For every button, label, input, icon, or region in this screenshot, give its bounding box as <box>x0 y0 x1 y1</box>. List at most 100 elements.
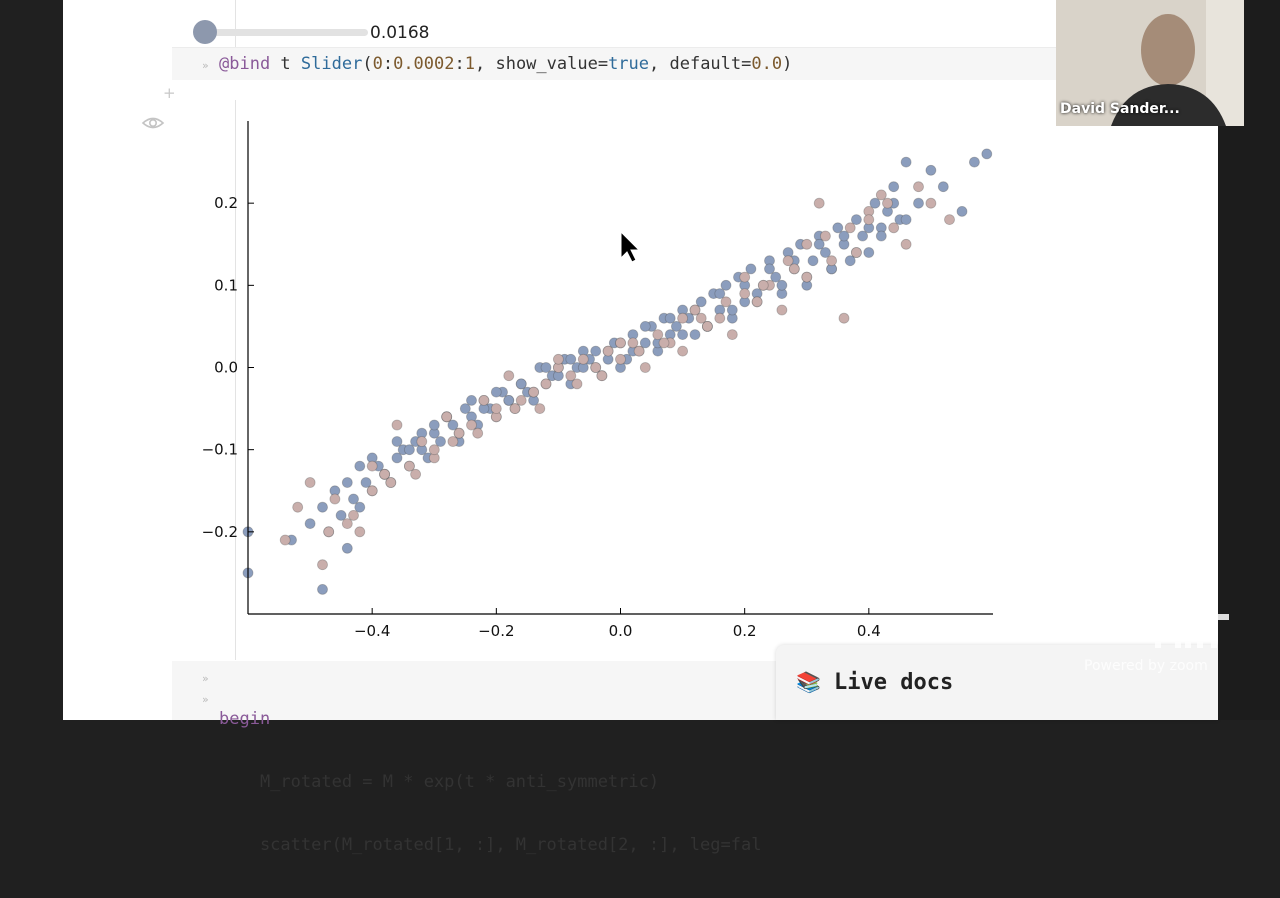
scatter-point <box>807 255 819 267</box>
scatter-point <box>615 353 626 365</box>
scatter-point <box>838 312 850 324</box>
scatter-point <box>726 304 738 316</box>
scatter-point <box>664 312 676 324</box>
code-token: t <box>270 54 301 74</box>
scatter-point <box>820 230 831 242</box>
scatter-point <box>534 403 546 415</box>
slider-track[interactable] <box>200 29 368 36</box>
code-token: true <box>608 54 650 74</box>
scatter-point <box>913 197 924 209</box>
fold-marker-icon[interactable]: » <box>202 59 209 72</box>
scatter-point <box>354 526 366 538</box>
code-line[interactable]: @bind t Slider(0:0.0002:1, show_value=tr… <box>219 54 792 74</box>
scatter-point <box>590 362 602 373</box>
mit-logo-icon <box>1155 614 1229 648</box>
code-line[interactable]: scatter(M_rotated[1, :], M_rotated[2, :]… <box>219 835 762 855</box>
scatter-point <box>739 271 751 283</box>
scatter-point <box>515 394 527 406</box>
fold-marker-icon[interactable]: » <box>202 693 209 706</box>
scatter-point <box>695 296 707 308</box>
scatter-point <box>956 205 968 217</box>
scatter-point <box>813 197 825 209</box>
scatter-point <box>844 255 856 267</box>
scatter-point <box>937 181 949 193</box>
scatter-point <box>627 337 639 349</box>
slider-thumb[interactable] <box>192 20 217 44</box>
scatter-point <box>981 148 993 160</box>
scatter-point <box>553 353 564 365</box>
slider-value: 0.0168 <box>370 23 430 43</box>
scatter-point <box>677 345 688 357</box>
notebook-page <box>63 0 1218 720</box>
scatter-point <box>317 559 328 571</box>
code-token: : <box>382 54 394 74</box>
code-token: : <box>454 54 465 74</box>
live-docs-panel[interactable]: 📚 Live docs <box>776 645 1218 720</box>
scatter-point <box>453 427 465 439</box>
scatter-point <box>428 444 440 456</box>
scatter-point <box>875 230 887 242</box>
code-token: @bind <box>219 54 271 74</box>
x-tick-label: −0.2 <box>478 622 514 640</box>
code-token: Slider <box>300 54 363 74</box>
scatter-point <box>639 337 651 349</box>
code-cell-slider[interactable]: » @bind t Slider(0:0.0002:1, show_value=… <box>172 47 1218 80</box>
add-cell-icon[interactable]: + <box>163 84 176 102</box>
scatter-point <box>801 238 813 250</box>
scatter-point <box>639 320 651 332</box>
scatter-point <box>639 362 651 373</box>
live-docs-label: Live docs <box>834 670 954 695</box>
scatter-point <box>472 427 484 439</box>
y-tick-label: −0.2 <box>202 523 238 541</box>
x-tick-label: 0.4 <box>857 622 881 640</box>
scatter-point <box>385 477 397 488</box>
fold-marker-icon[interactable]: » <box>202 672 209 685</box>
scatter-point <box>844 222 856 234</box>
scatter-point <box>900 156 912 168</box>
scatter-point <box>851 214 862 226</box>
scatter-point <box>354 501 366 513</box>
scatter-point <box>925 197 937 209</box>
book-icon: 📚 <box>796 670 821 694</box>
eye-icon[interactable] <box>141 113 165 133</box>
scatter-point <box>335 510 347 521</box>
scatter-point <box>540 378 552 390</box>
y-tick-label: −0.1 <box>202 441 238 459</box>
scatter-point <box>925 164 937 176</box>
scatter-point <box>913 181 924 193</box>
scatter-point <box>416 436 428 447</box>
scatter-point <box>888 181 900 193</box>
scatter-point <box>764 263 775 275</box>
scatter-point <box>478 394 490 406</box>
scatter-point <box>466 394 477 406</box>
scatter-point <box>857 230 868 242</box>
scatter-point <box>863 247 875 258</box>
scatter-point <box>689 329 701 341</box>
scatter-point <box>565 370 577 382</box>
scatter-point <box>366 485 378 497</box>
scatter-point <box>633 345 645 357</box>
scatter-point <box>602 345 614 357</box>
participant-video: David Sander... <box>1056 0 1244 126</box>
scatter-point <box>671 320 682 332</box>
scatter-point <box>304 518 316 529</box>
scatter-point <box>751 296 763 308</box>
code-line[interactable]: M_rotated = M * exp(t * anti_symmetric) <box>219 772 660 792</box>
scatter-point <box>391 419 403 431</box>
zoom-watermark: Powered by zoom <box>1084 658 1208 674</box>
scatter-point <box>695 312 707 324</box>
scatter-point <box>882 197 893 209</box>
scatter-point <box>726 329 738 341</box>
scatter-point <box>447 436 459 447</box>
scatter-point <box>590 345 602 357</box>
scatter-point <box>459 403 471 415</box>
scatter-point <box>832 222 844 234</box>
scatter-point <box>292 501 304 513</box>
scatter-point <box>813 238 825 250</box>
scatter-point <box>757 279 769 291</box>
scatter-point <box>900 214 912 226</box>
scatter-point <box>776 304 788 316</box>
scatter-point <box>944 214 955 226</box>
scatter-point <box>770 271 782 283</box>
x-tick-label: 0.2 <box>733 622 757 640</box>
